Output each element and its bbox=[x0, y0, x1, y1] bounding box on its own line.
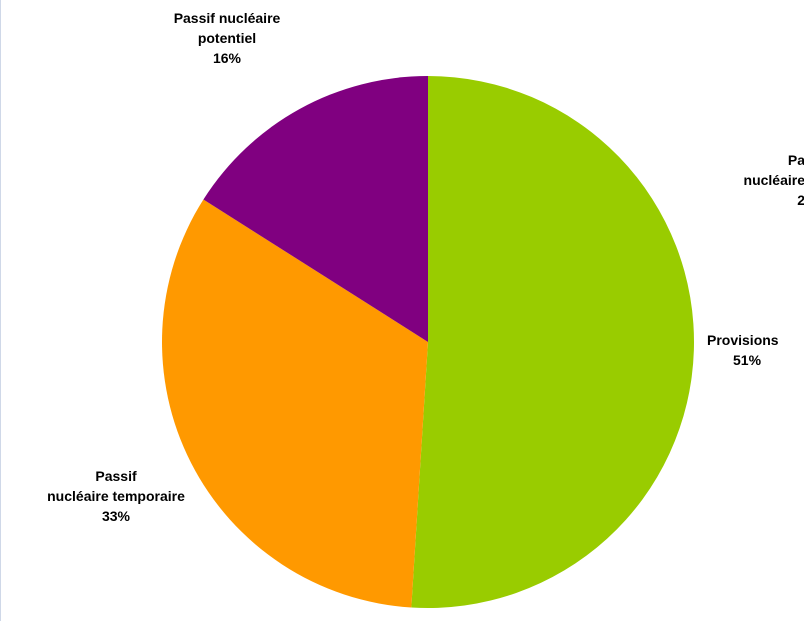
label-provisions: Provisions 51% bbox=[707, 330, 779, 370]
slice-passif-temporaire bbox=[162, 199, 428, 608]
label-passif-temporaire: Passif nucléaire temporaire 33% bbox=[11, 466, 221, 526]
label-provisions-value: 51% bbox=[733, 352, 762, 368]
label-passif-potentiel: Passif nucléaire potentiel 16% bbox=[135, 8, 319, 68]
label-cut-off-line-3: 2 bbox=[797, 192, 804, 208]
label-provisions-line-1: Provisions bbox=[707, 332, 779, 348]
label-passif-temporaire-value: 33% bbox=[101, 508, 131, 524]
label-cut-off-line-2: nucléaire bbox=[743, 172, 804, 188]
label-passif-temporaire-line-2: nucléaire temporaire bbox=[47, 488, 185, 504]
label-cut-off-right: Pa nucléaire 2 bbox=[701, 150, 804, 210]
label-passif-potentiel-line-1: Passif nucléaire bbox=[173, 10, 281, 26]
label-passif-temporaire-line-1: Passif bbox=[95, 468, 137, 484]
label-passif-potentiel-value: 16% bbox=[212, 50, 242, 66]
label-passif-potentiel-line-2: potentiel bbox=[197, 30, 257, 46]
slice-passif-potentiel bbox=[203, 76, 428, 342]
label-cut-off-line-1: Pa bbox=[787, 152, 804, 168]
slice-provisions bbox=[411, 76, 695, 608]
